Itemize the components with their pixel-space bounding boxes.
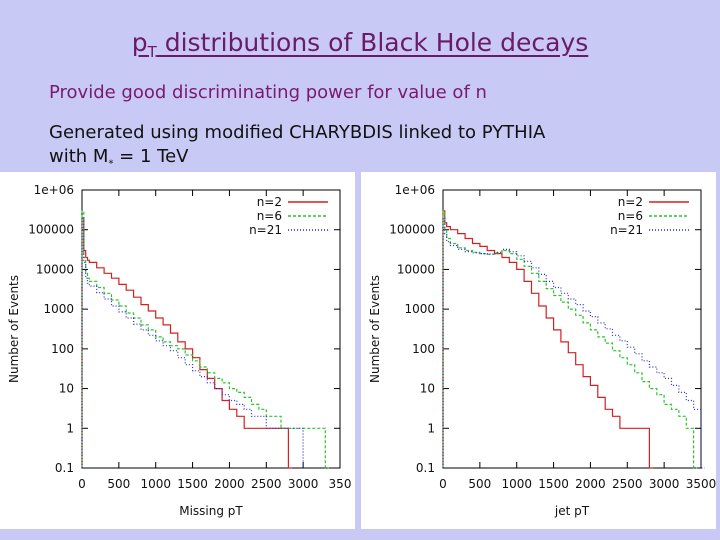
chart0-x-tick-label: 0 <box>78 477 86 491</box>
slide-subtitle: Provide good discriminating power for va… <box>49 82 487 103</box>
chart0-series-n21-line <box>81 217 307 469</box>
chart1-legend-label-n21: n=21 <box>610 223 643 237</box>
chart1-y-tick-label: 0.1 <box>416 461 435 475</box>
chart0-y-tick-label: 100 <box>51 342 74 356</box>
chart0-y-tick-label: 1e+06 <box>34 183 74 197</box>
note-energy: = 1 TeV <box>113 146 189 167</box>
chart1-series-n6-line <box>442 210 698 469</box>
jet-pt-plot: 0.1 1 10 100 1000 10000 100000 1e+06 0 500 1000 150… <box>361 172 716 529</box>
chart1-y-tick-label: 100 <box>412 342 435 356</box>
generation-note-line1: Generated using modified CHARYBDIS linke… <box>49 122 546 143</box>
chart1-x-tick-label: 0 <box>439 477 447 491</box>
chart0-y-axis-label: Number of Events <box>7 275 21 383</box>
chart1-x-tick-label: 1500 <box>538 477 569 491</box>
note-m-subscript: * <box>108 158 114 170</box>
chart1-y-axis-label: Number of Events <box>368 275 382 383</box>
chart0-y-tick-label: 1000 <box>43 302 74 316</box>
chart1-y-tick-label: 1 <box>427 421 435 435</box>
missing-pt-chart-svg: 0.1 1 10 100 1000 10000 100000 1e+06 0 500 1000 150… <box>7 183 352 518</box>
chart0-y-tick-label: 1 <box>66 421 74 435</box>
chart1-plot-frame <box>442 189 702 469</box>
chart1-y-tick-label: 1000 <box>404 302 435 316</box>
chart1-y-tick-label: 10 <box>420 382 435 396</box>
chart0-legend-label-n2: n=2 <box>257 195 282 209</box>
jet-pt-chart-svg: 0.1 1 10 100 1000 10000 100000 1e+06 0 500 1000 150… <box>368 183 716 518</box>
slide-title: pT distributions of Black Hole decays <box>0 28 720 61</box>
chart1-y-tick-label: 1e+06 <box>395 183 435 197</box>
title-p: p <box>131 28 148 57</box>
chart0-x-tick-label: 2000 <box>214 477 245 491</box>
chart1-x-tick-label: 2500 <box>612 477 643 491</box>
chart1-y-tick-label: 10000 <box>397 262 435 276</box>
chart0-x-tick-label: 500 <box>107 477 130 491</box>
chart0-series-n2-line <box>81 217 293 469</box>
chart1-legend-label-n6: n=6 <box>618 209 643 223</box>
title-subscript: T <box>147 43 157 61</box>
chart1-x-axis-label: jet pT <box>554 504 590 518</box>
note-with-m: with M <box>49 146 109 167</box>
chart0-legend-label-n6: n=6 <box>257 209 282 223</box>
chart1-x-tick-label: 3500 <box>686 477 716 491</box>
title-rest: distributions of Black Hole decays <box>156 28 589 57</box>
chart0-x-tick-label: 3000 <box>288 477 319 491</box>
chart0-y-tick-label: 10000 <box>36 262 74 276</box>
chart1-x-tick-label: 3000 <box>649 477 680 491</box>
chart0-x-tick-label: 2500 <box>251 477 282 491</box>
chart0-plot-frame <box>81 189 341 469</box>
chart1-x-tick-label: 1000 <box>501 477 532 491</box>
chart0-x-tick-label: 1500 <box>177 477 208 491</box>
chart0-series-n6-line <box>81 210 329 469</box>
chart1-series-n2-line <box>442 210 654 469</box>
generation-note-line2: with M* = 1 TeV <box>49 146 188 170</box>
chart1-series-n21-line <box>442 217 705 469</box>
chart0-x-tick-label: 350 <box>329 477 352 491</box>
chart0-y-tick-label: 10 <box>59 382 74 396</box>
chart0-y-tick-label: 0.1 <box>55 461 74 475</box>
chart1-legend-label-n2: n=2 <box>618 195 643 209</box>
chart1-x-tick-label: 2000 <box>575 477 606 491</box>
chart1-x-tick-label: 500 <box>468 477 491 491</box>
chart0-y-tick-label: 100000 <box>28 223 74 237</box>
chart0-x-axis-label: Missing pT <box>179 504 243 518</box>
chart1-y-tick-label: 100000 <box>389 223 435 237</box>
chart0-x-tick-label: 1000 <box>140 477 171 491</box>
chart0-legend-label-n21: n=21 <box>249 223 282 237</box>
missing-pt-plot: 0.1 1 10 100 1000 10000 100000 1e+06 0 500 1000 150… <box>0 172 355 529</box>
